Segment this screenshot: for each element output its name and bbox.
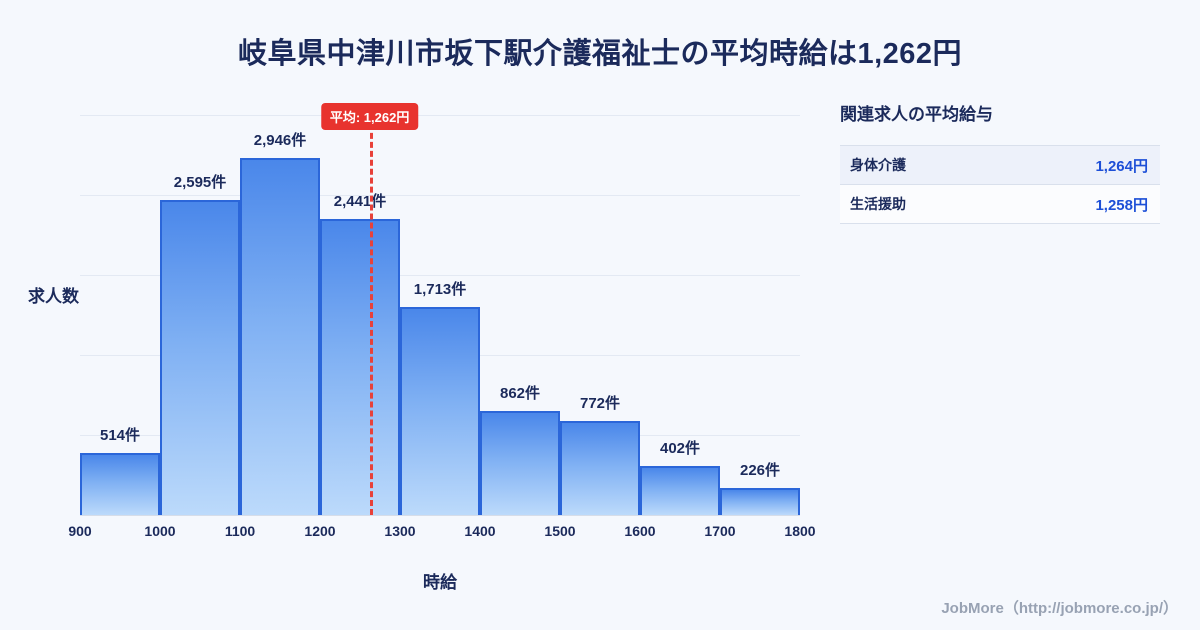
bar-1700-1800 xyxy=(720,487,800,515)
x-tick-1200: 1200 xyxy=(304,523,336,539)
average-badge: 平均: 1,262円 xyxy=(320,103,419,130)
x-tick-1400: 1400 xyxy=(464,523,496,539)
bar-1600-1700 xyxy=(640,466,720,515)
x-tick-1100: 1100 xyxy=(224,523,256,539)
bar-value-label: 2,441件 xyxy=(333,193,387,211)
related-salary-row-value: 1,258円 xyxy=(1095,196,1148,214)
page-title: 岐阜県中津川市坂下駅介護福祉士の平均時給は1,262円 xyxy=(237,38,963,70)
bar-900-1000 xyxy=(80,452,160,515)
x-tick-1700: 1700 xyxy=(704,523,736,539)
bar-1500-1600 xyxy=(560,421,640,515)
bar-value-label: 402件 xyxy=(659,440,701,458)
related-salary-panel-title: 関連求人の平均給与 xyxy=(840,105,993,124)
related-salary-row-label: 生活援助 xyxy=(850,196,906,212)
x-tick-1800: 1800 xyxy=(784,523,816,539)
bar-1300-1400 xyxy=(400,307,480,515)
bar-1100-1200 xyxy=(240,157,320,515)
bar-value-label: 862件 xyxy=(499,384,541,402)
bar-chart-plot-area: 平均: 1,262円 514件 2,595件 2,946件 2,441件 1,713件 8… xyxy=(68,103,816,539)
bar-value-label: 772件 xyxy=(579,395,621,413)
gridline xyxy=(80,515,800,516)
related-salary-row-value: 1,264円 xyxy=(1095,157,1148,175)
related-salary-row-label: 身体介護 xyxy=(850,157,906,173)
bar-value-label: 514件 xyxy=(99,426,141,444)
related-salary-table: 身体介護 1,264円生活援助 1,258円 xyxy=(840,145,1160,224)
gridline xyxy=(80,195,800,196)
gridline xyxy=(80,115,800,116)
x-tick-1600: 1600 xyxy=(624,523,656,539)
x-tick-1300: 1300 xyxy=(384,523,416,539)
related-salary-panel: 関連求人の平均給与 身体介護 1,264円生活援助 1,258円 xyxy=(840,100,1160,224)
x-axis-label: 時給 xyxy=(423,573,457,592)
footer-credit: JobMore（http://jobmore.co.jp/） xyxy=(941,600,1178,617)
bar-1200-1300 xyxy=(320,219,400,515)
bar-1400-1500 xyxy=(480,410,560,515)
x-tick-900: 900 xyxy=(68,523,92,539)
average-line xyxy=(369,115,373,515)
gridline xyxy=(80,275,800,276)
x-tick-1000: 1000 xyxy=(144,523,176,539)
bar-value-label: 2,946件 xyxy=(253,131,307,149)
bar-value-label: 2,595件 xyxy=(173,174,227,192)
related-salary-row: 身体介護 1,264円 xyxy=(840,146,1160,185)
bar-1000-1100 xyxy=(160,200,240,515)
bar-value-label: 1,713件 xyxy=(413,281,467,299)
x-tick-1500: 1500 xyxy=(544,523,576,539)
y-axis-label: 求人数 xyxy=(28,287,79,306)
bar-value-label: 226件 xyxy=(739,461,781,479)
related-salary-row: 生活援助 1,258円 xyxy=(840,185,1160,224)
